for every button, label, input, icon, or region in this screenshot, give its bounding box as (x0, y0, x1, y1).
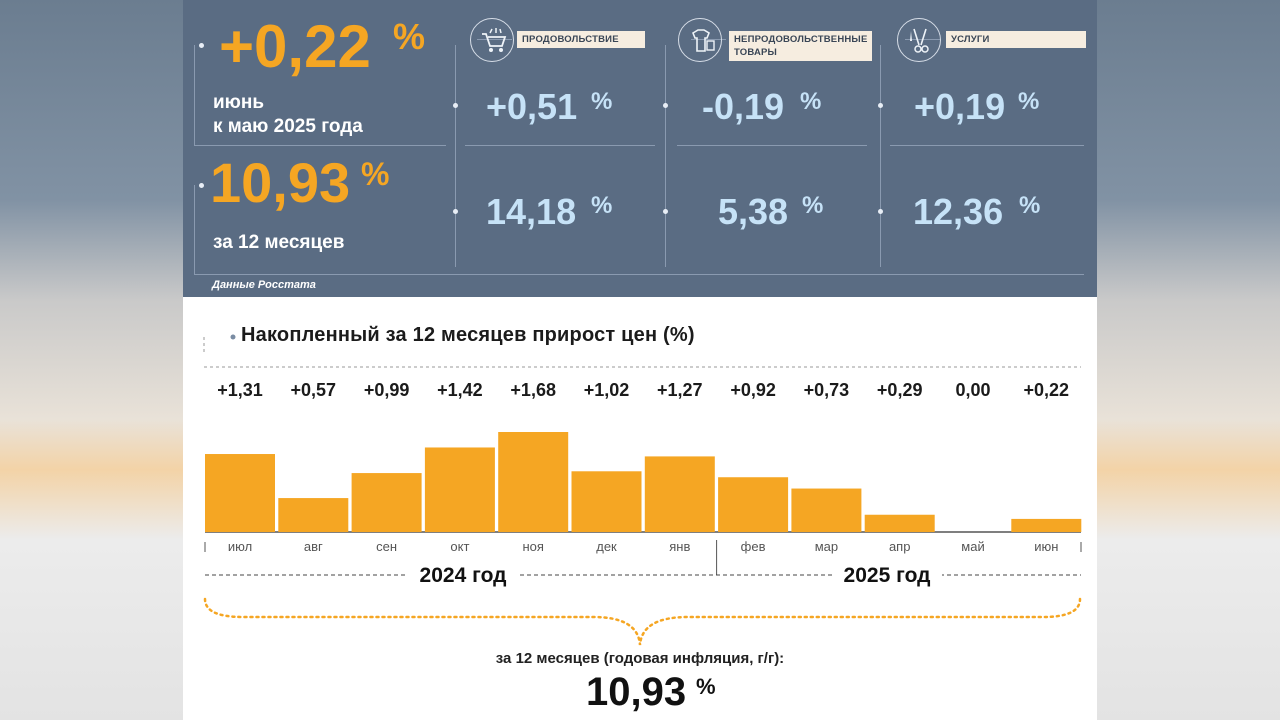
value-label-май: 0,00 (955, 380, 990, 400)
x-label-авг: авг (304, 539, 323, 554)
value-label-дек: +1,02 (584, 380, 630, 400)
divider (880, 45, 881, 267)
divider (665, 45, 666, 267)
year-label-bg (832, 563, 942, 587)
divider (465, 145, 655, 146)
food-monthly: +0,51 (486, 86, 578, 127)
bar-сен (351, 473, 422, 532)
value-label-мар: +0,73 (804, 380, 850, 400)
value-label-июл: +1,31 (217, 380, 263, 400)
divider (677, 145, 867, 146)
year-label-0: 2024 год (420, 564, 507, 587)
x-label-ноя: ноя (522, 539, 543, 554)
x-label-апр: апр (889, 539, 911, 554)
title-bracket-line (203, 337, 1081, 368)
bar-фев (718, 477, 789, 532)
divider (194, 185, 195, 275)
value-label-фев: +0,92 (730, 380, 776, 400)
services-monthly: +0,19 (914, 86, 1006, 127)
bar-мар (791, 488, 862, 532)
x-label-фев: фев (741, 539, 766, 554)
clothes-icon (678, 18, 722, 62)
category-services-label: УСЛУГИ (946, 31, 1086, 48)
scissors-icon (897, 18, 941, 62)
bar-апр (864, 514, 935, 532)
divider (455, 45, 456, 267)
value-label-янв: +1,27 (657, 380, 703, 400)
bar-ноя (498, 432, 569, 532)
divider (194, 274, 1084, 275)
bar-дек (571, 471, 642, 532)
divider (194, 145, 446, 146)
bar-авг (278, 498, 349, 532)
value-label-июн: +0,22 (1024, 380, 1070, 400)
x-label-сен: сен (376, 539, 397, 554)
category-nonfood-label: НЕПРОДОВОЛЬСТВЕННЫЕ ТОВАРЫ (729, 31, 873, 61)
services-annual: 12,36 (913, 191, 1004, 232)
monthly-value: +0,22 (219, 13, 371, 80)
bar-chart: +1,31 +0,57 +0,99 +1,42 +1,68 +1,02 +1,27 +0,92… (203, 334, 1082, 646)
bullet-dot (663, 103, 668, 108)
year-label-1: 2025 год (844, 564, 931, 587)
bullet-dot (199, 183, 204, 188)
divider (890, 145, 1084, 146)
bullet-dot (878, 209, 883, 214)
value-label-апр: +0,29 (877, 380, 923, 400)
bullet-dot (199, 43, 204, 48)
x-label-май: май (961, 539, 984, 554)
x-label-окт: окт (450, 539, 469, 554)
year-label-bg (408, 563, 518, 587)
value-label-сен: +0,99 (364, 380, 410, 400)
x-label-июл: июл (228, 539, 252, 554)
annual-summary-value: 10,93 (586, 670, 687, 714)
x-labels-group: июл авг сен окт ноя дек янв фев мар апр май июн (228, 539, 1059, 554)
annual-summary-caption: за 12 месяцев (годовая инфляция, г/г): (495, 650, 785, 667)
category-nonfood-label-line1: НЕПРОДОВОЛЬСТВЕННЫЕ (734, 34, 868, 45)
food-monthly-pct: % (591, 88, 613, 115)
food-annual-pct: % (591, 192, 613, 219)
bar-июн (1011, 518, 1082, 532)
services-monthly-pct: % (1018, 88, 1040, 115)
annual-pct: % (361, 156, 390, 192)
year-labels-group: 2024 год 2025 год (408, 563, 942, 587)
bullet-dot (663, 209, 668, 214)
source-note: Данные Росстата (212, 279, 316, 291)
bullet-dot (453, 209, 458, 214)
bar-июл (205, 454, 275, 532)
annual-summary-pct: % (696, 674, 716, 699)
annual-brace (203, 597, 1082, 646)
monthly-label-line1: июнь (213, 92, 265, 113)
monthly-pct: % (393, 16, 426, 57)
category-nonfood-label-line2: ТОВАРЫ (734, 47, 778, 58)
food-annual: 14,18 (486, 191, 577, 232)
chart-title: Накопленный за 12 месяцев прирост цен (%… (241, 324, 695, 346)
value-label-ноя: +1,68 (510, 380, 556, 400)
summary-panel: +0,22 % июнь к маю 2025 года 10,93 % за … (183, 0, 1097, 297)
monthly-label-line2: к маю 2025 года (213, 116, 363, 137)
nonfood-annual: 5,38 (718, 191, 789, 232)
value-labels-group: +1,31 +0,57 +0,99 +1,42 +1,68 +1,02 +1,27 +0,92… (217, 380, 1069, 400)
infographic-card: +0,22 % июнь к маю 2025 года 10,93 % за … (183, 0, 1097, 720)
divider (194, 45, 195, 145)
annual-value: 10,93 (210, 151, 351, 214)
bar-янв (644, 456, 715, 532)
x-label-июн: июн (1034, 539, 1058, 554)
services-annual-pct: % (1019, 192, 1041, 219)
x-label-дек: дек (596, 539, 617, 554)
shopping-cart-icon (470, 18, 514, 62)
value-label-авг: +0,57 (291, 380, 337, 400)
bar-окт (424, 447, 495, 532)
annual-label: за 12 месяцев (213, 232, 345, 253)
nonfood-annual-pct: % (802, 192, 824, 219)
x-label-мар: мар (815, 539, 838, 554)
nonfood-monthly: -0,19 (702, 86, 785, 127)
title-bullet-dot (230, 334, 236, 340)
category-food-label: ПРОДОВОЛЬСТВИЕ (517, 31, 645, 48)
x-label-янв: янв (669, 539, 690, 554)
value-label-окт: +1,42 (437, 380, 483, 400)
nonfood-monthly-pct: % (800, 88, 822, 115)
bullet-dot (453, 103, 458, 108)
bars-group (205, 432, 1082, 532)
bullet-dot (878, 103, 883, 108)
